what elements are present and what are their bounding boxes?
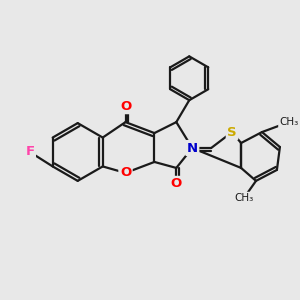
Text: F: F (25, 146, 34, 158)
Text: O: O (120, 100, 131, 113)
Text: N: N (187, 142, 198, 154)
Text: S: S (227, 126, 237, 139)
Text: CH₃: CH₃ (279, 117, 298, 127)
Text: O: O (120, 167, 131, 179)
Text: CH₃: CH₃ (234, 193, 254, 203)
Text: O: O (171, 177, 182, 190)
